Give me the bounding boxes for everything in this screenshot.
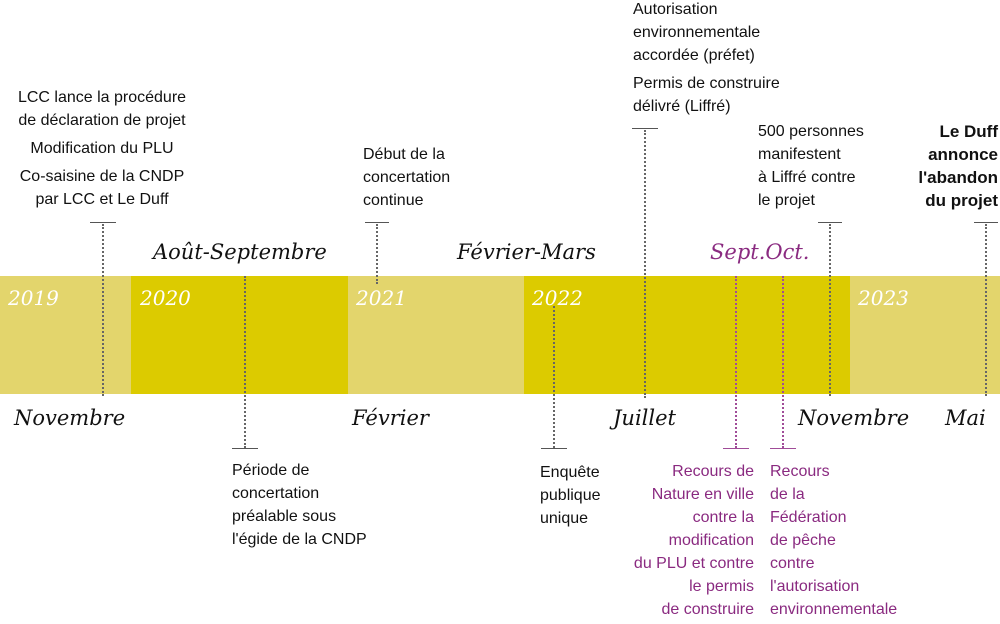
event-fev-2021-line-1: Début de la <box>363 146 445 163</box>
leader-cap-aout-sept-2020 <box>232 448 258 449</box>
period-fevrier-mars: Février-Mars <box>457 240 596 264</box>
year-label-2022: 2022 <box>532 286 583 310</box>
event-aout-sept-2020: Période de concertation préalable sous l… <box>232 459 367 551</box>
event-recours-federation-line-4: de pêche <box>770 532 836 549</box>
event-fev-mars-2022-line-3: unique <box>540 510 589 527</box>
leader-cap-nov-2019 <box>90 222 116 223</box>
leader-line-fev-mars-2022 <box>553 306 555 448</box>
event-aout-sept-2020-line-4: l'égide de la CNDP <box>232 531 367 548</box>
leader-line-aout-sept-2020 <box>244 276 246 448</box>
event-fev-mars-2022: Enquête publique unique <box>540 461 601 530</box>
event-jul-2022-line-2: environnementale <box>633 24 761 41</box>
event-recours-nature-line-5: du PLU et contre <box>633 555 754 572</box>
leader-cap-recours-nature <box>723 448 749 449</box>
leader-line-jul-2022 <box>644 130 646 398</box>
leader-cap-nov-2022 <box>818 222 842 223</box>
leader-cap-recours-federation <box>770 448 796 449</box>
event-aout-sept-2020-line-2: concertation <box>232 485 320 502</box>
event-nov-2019-line-4: Co-saisine de la CNDP <box>19 168 185 185</box>
leader-cap-fev-2021 <box>365 222 389 223</box>
event-nov-2019-line-1: LCC lance la procédure <box>17 89 187 106</box>
band-2019 <box>0 276 131 394</box>
event-nov-2022-line-1: 500 personnes <box>758 123 864 140</box>
leader-line-nov-2019 <box>102 224 104 396</box>
leader-line-fev-2021 <box>376 224 378 284</box>
band-2023 <box>850 276 1000 394</box>
event-nov-2019-line-2: de déclaration de projet <box>18 112 186 129</box>
month-novembre-2019: Novembre <box>14 406 126 430</box>
event-jul-2022-line-3: accordée (préfet) <box>633 47 755 64</box>
event-recours-federation-line-1: Recours <box>770 463 830 480</box>
event-nov-2022-line-3: à Liffré contre <box>758 169 856 186</box>
event-nov-2019-line-5: par LCC et Le Duff <box>35 191 169 208</box>
month-juillet: Juillet <box>613 406 676 430</box>
leader-line-recours-nature <box>735 276 737 448</box>
event-recours-nature-line-2: Nature en ville <box>651 486 754 503</box>
event-nov-2019: LCC lance la procédure de déclaration de… <box>0 86 204 211</box>
event-fev-2021: Début de la concertation continue <box>363 143 450 212</box>
leader-cap-mai-2023 <box>974 222 998 223</box>
event-mai-2023-line-3: l'abandon <box>918 168 998 187</box>
event-aout-sept-2020-line-1: Période de <box>232 462 310 479</box>
event-fev-2021-line-2: concertation <box>363 169 451 186</box>
event-recours-nature-line-4: modification <box>668 532 754 549</box>
year-label-2020: 2020 <box>140 286 191 310</box>
event-nov-2022-line-4: le projet <box>758 192 815 209</box>
event-nov-2022: 500 personnes manifestent à Liffré contr… <box>758 120 864 212</box>
event-recours-federation-line-5: contre <box>770 555 815 572</box>
event-recours-nature-line-3: contre la <box>692 509 754 526</box>
event-fev-mars-2022-line-1: Enquête <box>540 464 600 481</box>
event-jul-2022-line-5: délivré (Liffré) <box>633 98 731 115</box>
event-recours-federation: Recours de la Fédération de pêche contre… <box>770 460 897 621</box>
band-2021 <box>348 276 524 394</box>
month-fevrier: Février <box>352 406 429 430</box>
event-recours-nature-line-1: Recours de <box>672 463 754 480</box>
leader-line-nov-2022 <box>829 224 831 396</box>
event-fev-2021-line-3: continue <box>363 192 424 209</box>
leader-cap-jul-2022 <box>632 128 658 129</box>
event-recours-nature-line-6: le permis <box>689 578 754 595</box>
event-jul-2022-line-4: Permis de construire <box>633 75 780 92</box>
event-mai-2023-line-2: annonce <box>928 145 998 164</box>
period-aout-septembre: Août-Septembre <box>153 240 327 264</box>
event-mai-2023-line-4: du projet <box>925 191 998 210</box>
year-label-2023: 2023 <box>858 286 909 310</box>
month-mai: Mai <box>945 406 986 430</box>
event-recours-federation-line-7: environnementale <box>770 601 898 618</box>
event-jul-2022: Autorisation environnementale accordée (… <box>633 0 780 118</box>
year-label-2019: 2019 <box>8 286 59 310</box>
month-novembre-2022: Novembre <box>798 406 910 430</box>
event-recours-nature-line-7: de construire <box>661 601 755 618</box>
event-recours-federation-line-2: de la <box>770 486 805 503</box>
event-nov-2022-line-2: manifestent <box>758 146 841 163</box>
event-mai-2023-line-1: Le Duff <box>939 122 998 141</box>
event-nov-2019-line-3: Modification du PLU <box>30 140 174 157</box>
leader-cap-fev-mars-2022 <box>541 448 567 449</box>
band-2020 <box>131 276 348 394</box>
band-2022 <box>524 276 850 394</box>
event-recours-federation-line-6: l'autorisation <box>770 578 860 595</box>
event-fev-mars-2022-line-2: publique <box>540 487 601 504</box>
period-sept-oct: Sept.Oct. <box>710 240 810 264</box>
event-recours-nature: Recours de Nature en ville contre la mod… <box>634 460 754 621</box>
leader-line-recours-federation <box>782 276 784 448</box>
year-label-2021: 2021 <box>356 286 407 310</box>
event-aout-sept-2020-line-3: préalable sous <box>232 508 337 525</box>
leader-line-mai-2023 <box>985 224 987 396</box>
event-recours-federation-line-3: Fédération <box>770 509 847 526</box>
event-mai-2023: Le Duff annonce l'abandon du projet <box>918 120 998 212</box>
event-jul-2022-line-1: Autorisation <box>633 1 718 18</box>
